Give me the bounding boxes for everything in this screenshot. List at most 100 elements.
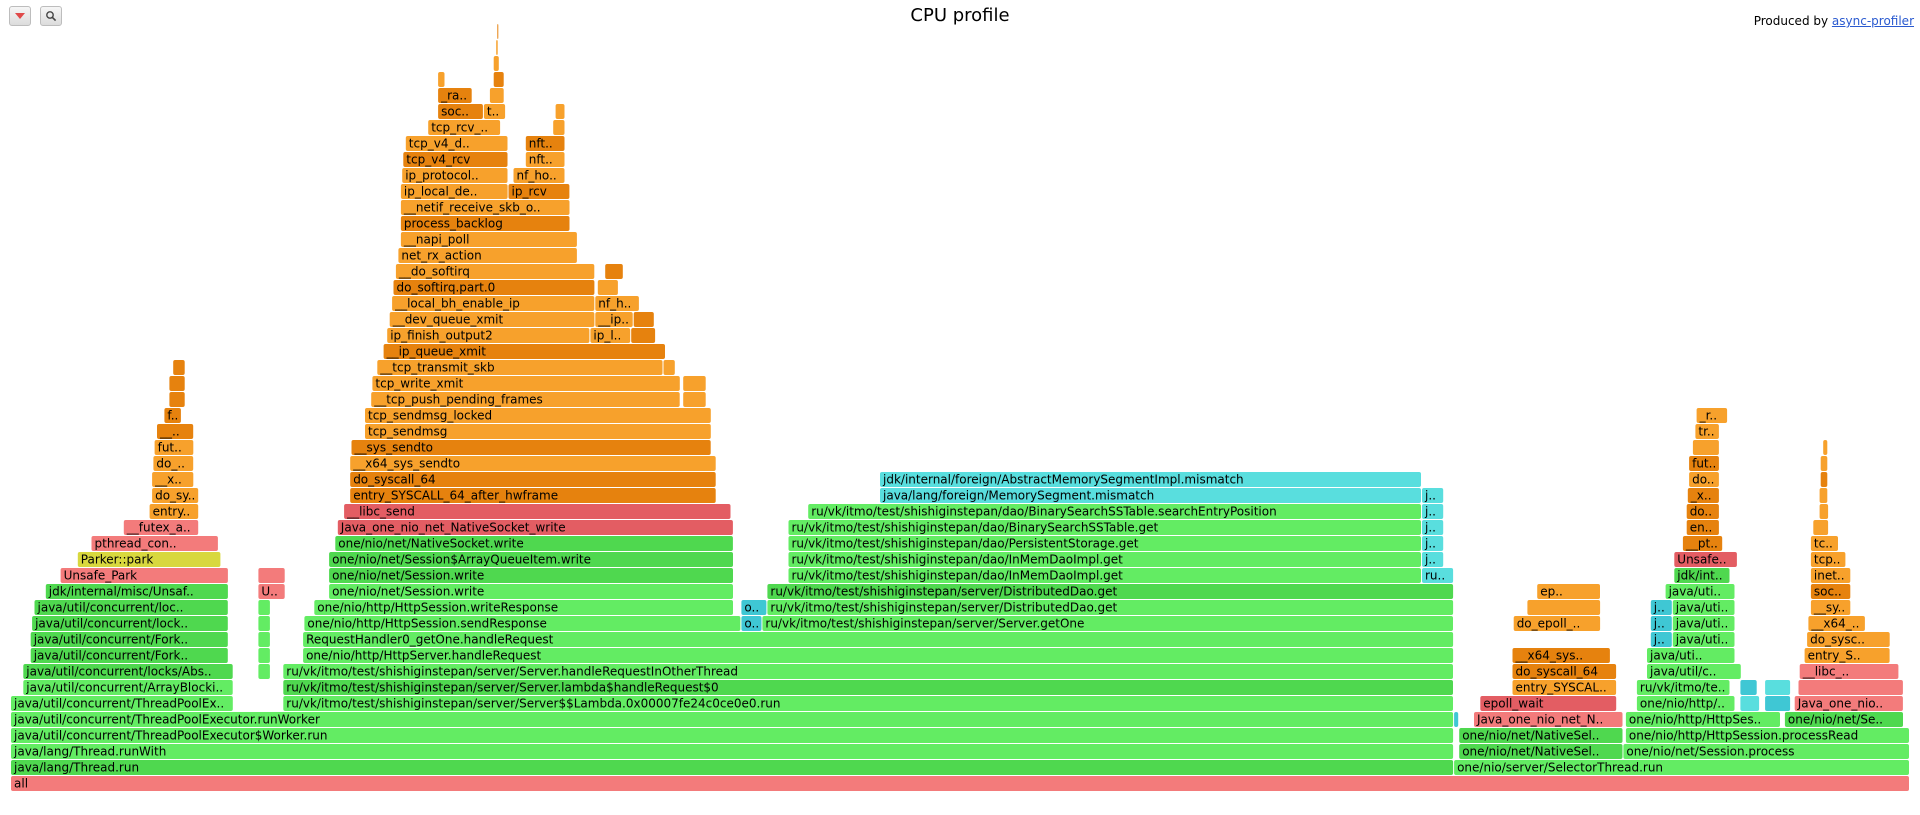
flame-frame[interactable]: soc.. [1810, 584, 1851, 599]
flame-frame[interactable] [258, 616, 270, 631]
frame-bar[interactable] [1823, 440, 1828, 455]
flame-frame[interactable]: nf_h.. [595, 296, 639, 311]
flame-frame[interactable]: java/util/concurrent/Fork.. [30, 648, 228, 663]
frame-bar[interactable] [258, 600, 270, 615]
flame-frame[interactable]: ip_local_de.. [400, 184, 508, 199]
flame-frame[interactable]: ru/vk/itmo/test/shishiginstepan/server/S… [762, 616, 1453, 631]
flame-frame[interactable]: one/nio/http/.. [1636, 696, 1735, 711]
frame-bar[interactable] [438, 104, 483, 119]
flame-frame[interactable]: one/nio/http/HttpSes.. [1625, 712, 1780, 727]
frame-bar[interactable] [1794, 696, 1903, 711]
flame-frame[interactable]: j.. [1422, 552, 1444, 567]
flame-frame[interactable]: U.. [258, 584, 285, 599]
frame-bar[interactable] [1459, 744, 1623, 759]
flame-frame[interactable] [605, 264, 623, 279]
flame-frame[interactable]: net_rx_action [398, 248, 577, 263]
flame-frame[interactable]: ru/vk/itmo/test/shishiginstepan/server/S… [283, 696, 1453, 711]
flame-frame[interactable]: one/nio/http/HttpSession.processRead [1625, 728, 1909, 743]
flame-frame[interactable]: __x.. [152, 472, 194, 487]
frame-bar[interactable] [1784, 712, 1903, 727]
flame-frame[interactable]: tcp_write_xmit [372, 376, 680, 391]
flame-frame[interactable]: process_backlog [400, 216, 570, 231]
flame-frame[interactable]: RequestHandler0_getOne.handleRequest [303, 632, 1454, 647]
frame-bar[interactable] [157, 424, 194, 439]
frame-bar[interactable] [438, 88, 472, 103]
frame-bar[interactable] [337, 520, 733, 535]
flame-frame[interactable]: __x64_.. [1808, 616, 1865, 631]
frame-bar[interactable] [383, 344, 665, 359]
frame-bar[interactable] [683, 376, 706, 391]
flame-frame[interactable]: java/lang/foreign/MemorySegment.mismatch [880, 488, 1421, 503]
frame-bar[interactable] [555, 104, 565, 119]
frame-bar[interactable] [1807, 632, 1890, 647]
flame-frame[interactable]: java/util/concurrent/Fork.. [30, 632, 228, 647]
flame-frame[interactable] [597, 280, 618, 295]
flame-frame[interactable]: j.. [1650, 600, 1672, 615]
frame-bar[interactable] [1799, 664, 1899, 679]
flame-frame[interactable]: nft.. [525, 152, 565, 167]
frame-bar[interactable] [1810, 600, 1851, 615]
flame-frame[interactable] [1527, 600, 1601, 615]
producer-link[interactable]: async-profiler [1831, 14, 1914, 28]
frame-bar[interactable] [663, 360, 675, 375]
frame-bar[interactable] [77, 552, 221, 567]
frame-bar[interactable] [23, 664, 233, 679]
frame-bar[interactable] [590, 328, 631, 343]
flame-frame[interactable]: __napi_poll [400, 232, 577, 247]
frame-bar[interactable] [154, 440, 194, 455]
flame-frame[interactable]: java/util/concurrent/ThreadPoolEx.. [11, 696, 233, 711]
flame-frame[interactable]: nf_ho.. [513, 168, 565, 183]
frame-bar[interactable] [788, 552, 1422, 567]
frame-bar[interactable] [392, 296, 595, 311]
flame-frame[interactable] [173, 360, 185, 375]
frame-bar[interactable] [1527, 600, 1601, 615]
flame-frame[interactable]: do.. [1689, 472, 1719, 487]
flame-frame[interactable]: ru/vk/itmo/test/shishiginstepan/dao/Bina… [788, 520, 1422, 535]
flame-frame[interactable] [169, 392, 185, 407]
flame-frame[interactable]: one/nio/server/SelectorThread.run [1454, 760, 1909, 775]
frame-bar[interactable] [258, 616, 270, 631]
frame-bar[interactable] [1674, 568, 1730, 583]
frame-bar[interactable] [513, 168, 565, 183]
frame-bar[interactable] [1672, 600, 1735, 615]
frame-bar[interactable] [631, 328, 656, 343]
flame-frame[interactable]: java/util/c.. [1647, 664, 1741, 679]
flame-frame[interactable]: one/nio/net/Se.. [1784, 712, 1903, 727]
frame-bar[interactable] [1625, 728, 1909, 743]
flame-frame[interactable]: java/util/concurrent/locks/Abs.. [23, 664, 233, 679]
frame-bar[interactable] [11, 712, 1454, 727]
flame-frame[interactable]: one/nio/net/NativeSel.. [1459, 728, 1623, 743]
frame-bar[interactable] [304, 616, 741, 631]
frame-bar[interactable] [1650, 632, 1672, 647]
flame-frame[interactable] [663, 360, 675, 375]
flame-frame[interactable]: java/uti.. [1672, 600, 1735, 615]
flame-frame[interactable]: java/uti.. [1672, 632, 1735, 647]
frame-bar[interactable] [595, 312, 633, 327]
flame-frame[interactable] [438, 72, 445, 87]
frame-bar[interactable] [389, 312, 595, 327]
flame-frame[interactable]: one/nio/net/Session.process [1623, 744, 1909, 759]
frame-bar[interactable] [403, 152, 508, 167]
flame-frame[interactable]: entry.. [149, 504, 199, 519]
flame-frame[interactable]: entry_S.. [1804, 648, 1890, 663]
frame-bar[interactable] [597, 280, 618, 295]
frame-bar[interactable] [365, 408, 711, 423]
flame-frame[interactable]: tcp_v4_rcv [403, 152, 508, 167]
frame-bar[interactable] [258, 632, 270, 647]
frame-bar[interactable] [1422, 536, 1444, 551]
frame-bar[interactable] [1682, 536, 1723, 551]
frame-bar[interactable] [393, 280, 595, 295]
flame-frame[interactable]: java/util/concurrent/lock.. [32, 616, 228, 631]
frame-bar[interactable] [428, 120, 501, 135]
flame-frame[interactable]: tr.. [1695, 424, 1719, 439]
flame-frame[interactable] [496, 40, 498, 55]
frame-bar[interactable] [553, 120, 565, 135]
frame-bar[interactable] [169, 392, 185, 407]
frame-bar[interactable] [880, 488, 1421, 503]
frame-bar[interactable] [1636, 696, 1735, 711]
frame-bar[interactable] [152, 488, 199, 503]
flame-frame[interactable]: en.. [1686, 520, 1719, 535]
frame-bar[interactable] [34, 600, 228, 615]
frame-bar[interactable] [1813, 520, 1829, 535]
flame-frame[interactable]: ru/vk/itmo/test/shishiginstepan/server/D… [767, 600, 1454, 615]
